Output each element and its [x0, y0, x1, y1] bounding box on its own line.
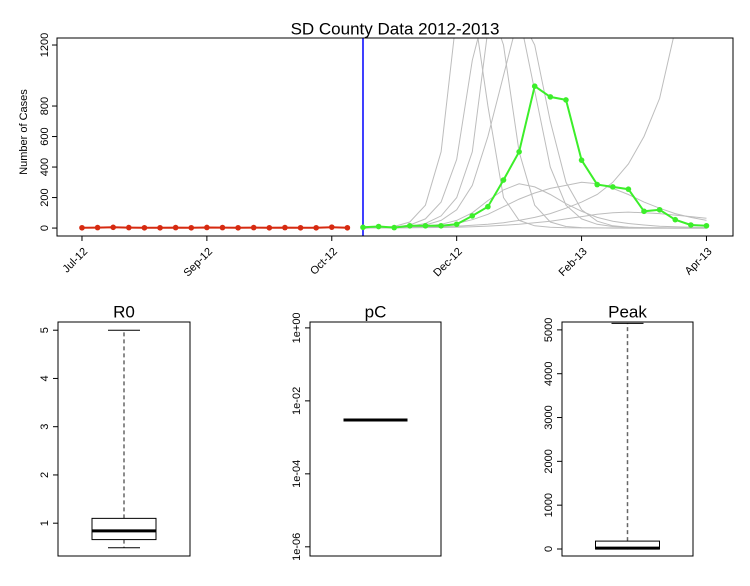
y-tick-label: 400 — [39, 158, 51, 176]
plot-frame — [57, 321, 191, 557]
simulation-line — [362, 211, 707, 229]
data-point — [204, 224, 210, 231]
x-tick-label: Jul-12 — [60, 246, 90, 276]
y-tick-label: 1200 — [39, 33, 51, 57]
data-point — [609, 184, 616, 190]
data-point — [266, 224, 273, 231]
x-tick-label: Feb-13 — [557, 246, 590, 279]
x-tick-label: Apr-13 — [683, 246, 715, 278]
data-point — [391, 224, 398, 231]
y-tick-label: 600 — [39, 127, 51, 145]
data-point — [344, 224, 351, 231]
simulation-line — [362, 38, 707, 229]
data-point — [126, 224, 132, 231]
data-point — [578, 157, 585, 163]
data-point — [594, 181, 600, 188]
plot-frame — [309, 321, 442, 557]
y-tick-label: 1e-06 — [291, 533, 303, 561]
data-point — [110, 224, 117, 231]
data-point — [141, 224, 148, 231]
y-tick-label: 1e+00 — [291, 312, 303, 343]
data-point — [438, 222, 444, 229]
plot-area — [79, 38, 710, 236]
data-point — [469, 213, 476, 219]
chart-title: Peak — [608, 302, 647, 321]
data-point — [516, 148, 522, 155]
series-line — [81, 226, 348, 229]
data-point — [422, 222, 429, 229]
chart-title: R0 — [113, 302, 135, 321]
y-tick-label: 200 — [39, 188, 51, 206]
y-tick-label: 3000 — [543, 405, 555, 429]
y-tick-label: 0 — [543, 546, 555, 552]
data-point — [328, 224, 335, 230]
y-tick-label: 4 — [39, 375, 51, 381]
chart-title: pC — [365, 302, 387, 321]
y-tick-label: 5 — [39, 327, 51, 333]
data-point — [453, 221, 460, 228]
chart-title: SD County Data 2012-2013 — [291, 19, 500, 38]
y-tick-label: 2 — [39, 472, 51, 478]
data-point — [313, 224, 319, 231]
data-point — [250, 224, 257, 231]
data-point — [672, 216, 679, 223]
box — [91, 517, 157, 541]
data-point — [360, 224, 366, 231]
y-tick-label: 0 — [39, 225, 51, 231]
y-tick-label: 2000 — [543, 449, 555, 473]
plot-frame — [56, 37, 734, 237]
data-point — [375, 223, 382, 230]
data-point — [656, 206, 663, 213]
y-tick-label: 3 — [39, 424, 51, 430]
y-tick-label: 1e-04 — [291, 460, 303, 488]
data-point — [235, 224, 241, 231]
data-point — [703, 222, 710, 229]
x-tick-label: Oct-12 — [308, 246, 340, 278]
data-point — [79, 224, 85, 231]
data-point — [172, 224, 179, 231]
data-point — [500, 177, 507, 183]
data-point — [688, 222, 694, 228]
y-axis-label: Number of Cases — [18, 89, 30, 175]
y-tick-label: 1 — [39, 520, 51, 526]
data-point — [188, 224, 195, 231]
y-tick-label: 1000 — [543, 493, 555, 517]
data-point — [407, 222, 413, 229]
data-point — [157, 224, 163, 231]
y-tick-label: 5000 — [543, 318, 555, 342]
data-point — [531, 83, 538, 90]
data-point — [485, 203, 491, 210]
data-point — [94, 224, 101, 231]
data-point — [297, 224, 304, 231]
data-point — [563, 97, 569, 103]
x-tick-label: Dec-12 — [431, 246, 465, 280]
y-tick-label: 4000 — [543, 361, 555, 385]
data-point — [625, 186, 632, 192]
data-point — [282, 224, 288, 231]
data-point — [641, 208, 647, 215]
data-point — [547, 94, 554, 100]
x-tick-label: Sep-12 — [181, 246, 215, 280]
data-point — [219, 224, 226, 231]
plot-frame — [561, 321, 694, 557]
y-tick-label: 1e-02 — [291, 387, 303, 415]
y-tick-label: 800 — [39, 97, 51, 115]
